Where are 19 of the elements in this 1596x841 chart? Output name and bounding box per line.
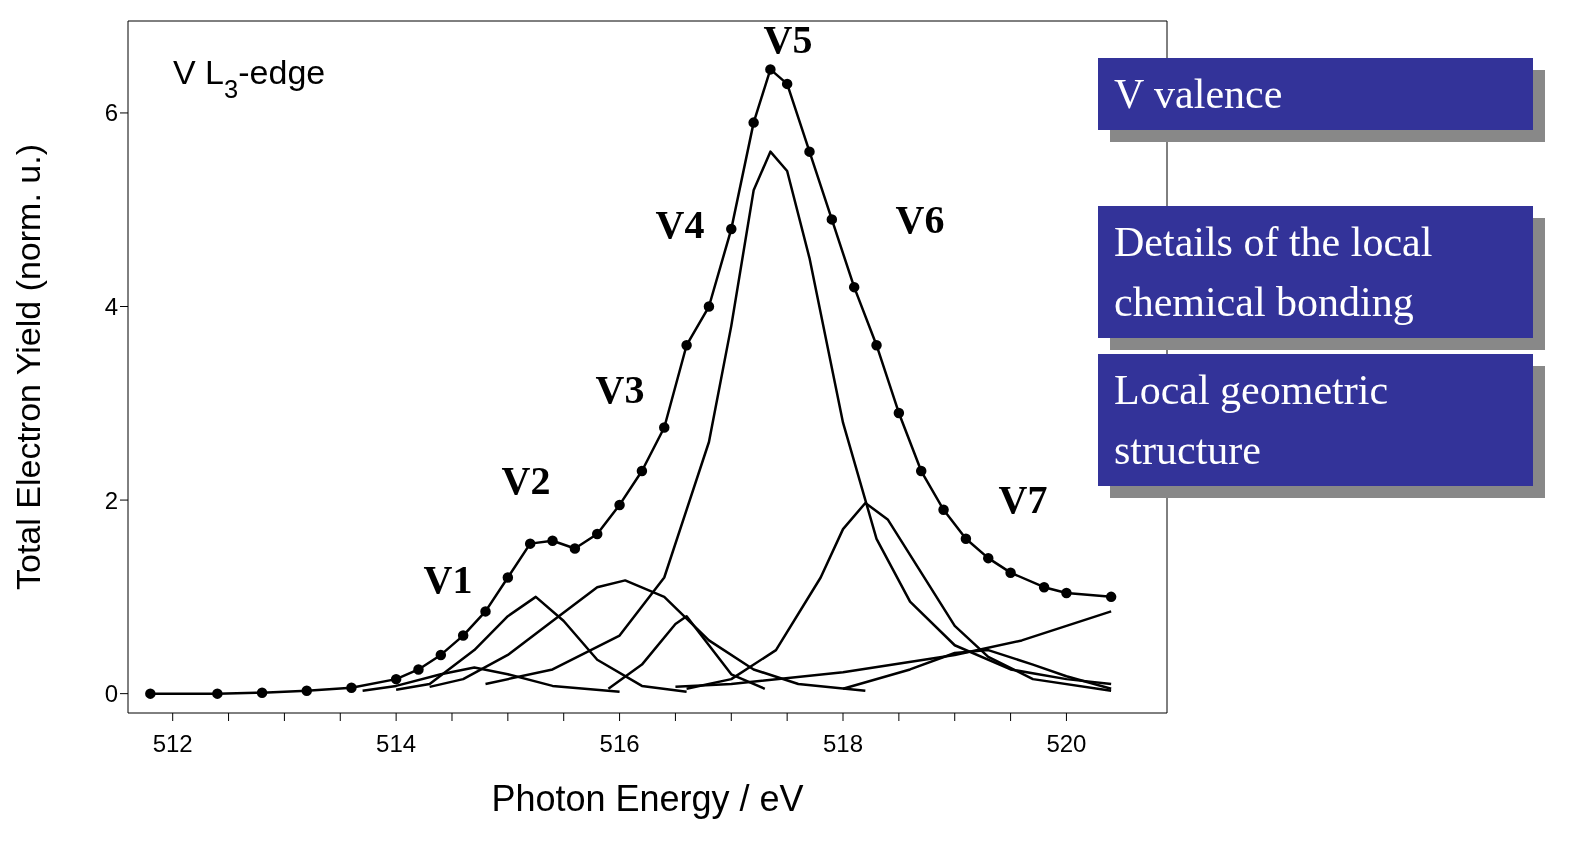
y-tick-label: 6 bbox=[104, 99, 118, 127]
y-tick-label: 2 bbox=[104, 486, 118, 514]
y-tick-label: 4 bbox=[104, 293, 118, 321]
annotation: V3 bbox=[595, 367, 645, 412]
annotation: V6 bbox=[895, 197, 945, 242]
annotation: V L$_{3}$-edge bbox=[173, 53, 326, 103]
x-tick-label: 518 bbox=[822, 730, 864, 758]
annotation: V4 bbox=[655, 202, 705, 247]
annotation: V1 bbox=[423, 557, 473, 602]
annotation: V7 bbox=[998, 477, 1048, 522]
x-tick-label: 520 bbox=[1046, 730, 1087, 758]
x-axis-title: Photon Energy / eV bbox=[491, 778, 804, 819]
y-axis-title: Total Electron Yield (norm. u.) bbox=[9, 144, 48, 590]
annotation: V2 bbox=[501, 458, 551, 503]
x-tick-label: 516 bbox=[599, 730, 640, 758]
x-tick-label: 514 bbox=[376, 730, 417, 758]
y-tick-label: 0 bbox=[104, 680, 118, 708]
annotation: V5 bbox=[763, 17, 813, 62]
x-tick-label: 512 bbox=[152, 730, 193, 758]
